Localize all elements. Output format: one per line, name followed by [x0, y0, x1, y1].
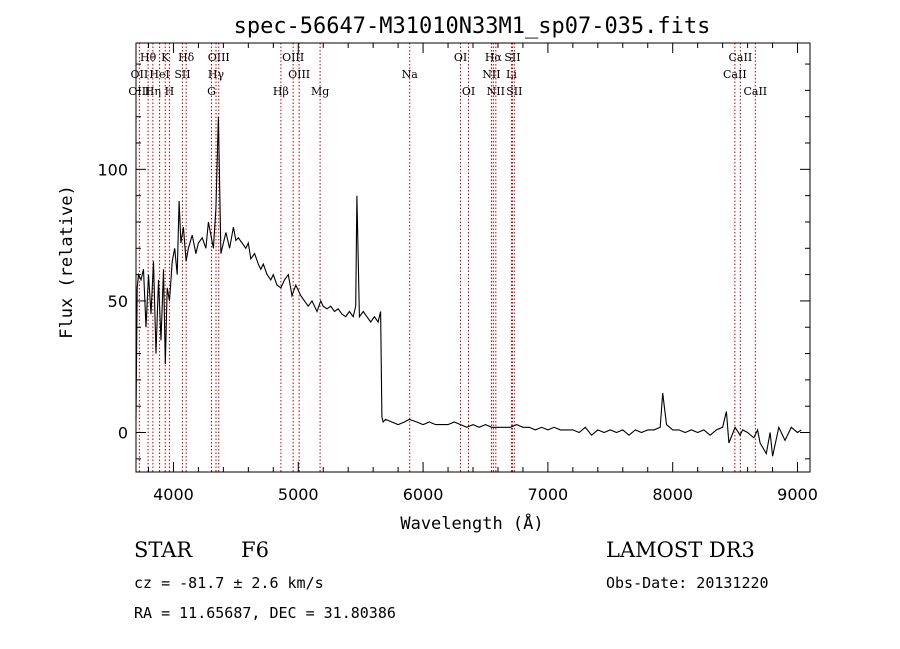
x-tick-label: 4000 — [153, 485, 194, 504]
spectral-line-labels: Hθ OII OIII K HeI Hη Hδ SII H OIII Hγ G OIII OIII Hβ Mg… — [128, 51, 767, 98]
plot-title: spec-56647-M31010N33M1_sp07-035.fits — [234, 14, 711, 39]
spectral-line-label: OI — [454, 51, 467, 64]
object-subclass: F6 — [241, 538, 269, 562]
spectral-line-label: Hδ — [178, 51, 195, 64]
spectral-line-label: Mg — [311, 85, 329, 98]
spectral-line-label: Hθ — [140, 51, 157, 64]
y-tick-label: 0 — [118, 424, 128, 443]
spectral-line-label: K — [161, 51, 170, 64]
spectral-line-label: Hβ — [273, 85, 289, 98]
spectral-line-label: OIII — [282, 51, 304, 64]
object-class: STAR — [134, 538, 193, 562]
spectral-line-label: H — [165, 85, 175, 98]
spectral-line-label: OIII — [128, 85, 150, 98]
spectral-line-label: Hη — [145, 85, 161, 98]
coordinates: RA = 11.65687, DEC = 31.80386 — [134, 604, 396, 622]
observation-date: Obs-Date: 20131220 — [606, 574, 769, 592]
spectral-lines — [138, 43, 756, 472]
spectral-line-label: NII — [487, 85, 505, 98]
redshift-velocity: cz = -81.7 ± 2.6 km/s — [134, 574, 324, 592]
y-tick-label: 100 — [97, 160, 128, 179]
x-tick-label: 6000 — [403, 485, 444, 504]
spectral-line-label: HeI — [149, 68, 169, 81]
axis-ticks: 4000 5000 6000 7000 8000 9000 0 50 100 — [97, 43, 818, 504]
x-tick-label: 8000 — [652, 485, 693, 504]
spectral-line-label: OIII — [208, 51, 230, 64]
spectral-line-label: SII — [504, 51, 520, 64]
x-tick-label: 5000 — [278, 485, 319, 504]
spectral-line-label: Hα — [485, 51, 503, 64]
spectral-line-label: Hγ — [208, 68, 225, 81]
spectral-line-label: Na — [402, 68, 419, 81]
y-axis-label: Flux (relative) — [57, 185, 77, 339]
survey-name: LAMOST DR3 — [606, 538, 755, 562]
spectral-line-label: Li — [506, 68, 517, 81]
spectral-line-label: OI — [462, 85, 475, 98]
spectral-line-label: OII — [131, 68, 149, 81]
spectral-line-label: NII — [482, 68, 500, 81]
y-tick-label: 50 — [108, 292, 128, 311]
spectrum-line — [135, 116, 802, 457]
x-tick-label: 7000 — [528, 485, 569, 504]
x-tick-label: 9000 — [777, 485, 818, 504]
spectral-line-label: CaII — [743, 85, 767, 98]
spectral-line-label: G — [207, 85, 216, 98]
spectral-line-label: OIII — [288, 68, 310, 81]
x-axis-label: Wavelength (Å) — [400, 512, 543, 534]
spectral-line-label: SII — [506, 85, 522, 98]
spectral-line-label: CaII — [723, 68, 747, 81]
spectral-line-label: SII — [174, 68, 190, 81]
plot-frame — [135, 42, 811, 473]
spectral-line-label: CaII — [729, 51, 753, 64]
